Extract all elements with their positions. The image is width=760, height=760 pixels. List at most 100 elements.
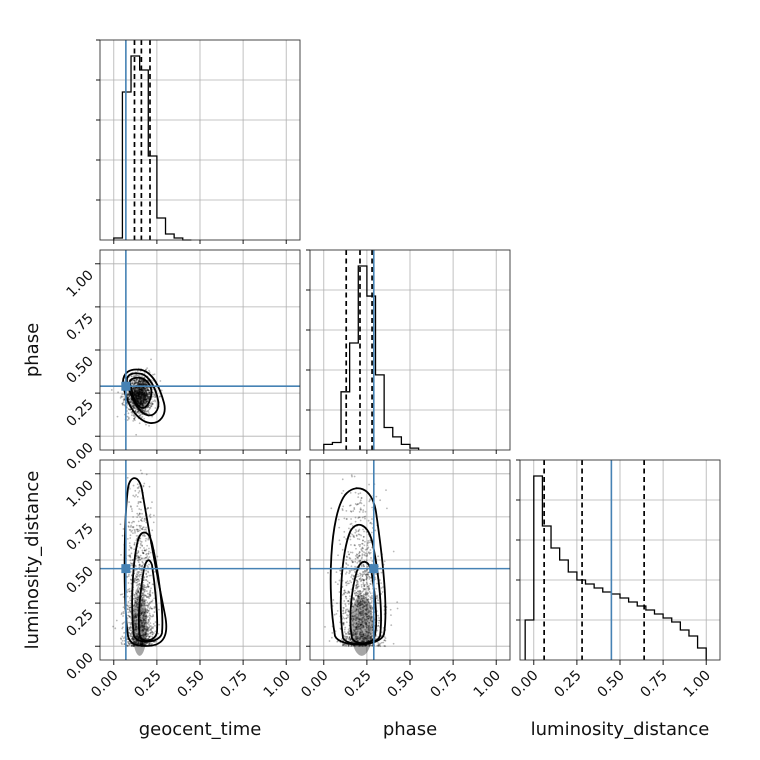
- sample-point: [371, 629, 374, 632]
- sample-point: [141, 628, 144, 631]
- sample-point: [359, 519, 362, 522]
- sample-point: [141, 626, 144, 628]
- sample-point: [130, 530, 133, 533]
- sample-point: [138, 382, 141, 385]
- sample-point: [350, 474, 353, 477]
- sample-point: [133, 405, 136, 407]
- sample-point: [148, 582, 151, 584]
- sample-point: [363, 565, 365, 568]
- sample-point: [146, 596, 148, 598]
- sample-point: [354, 529, 357, 531]
- sample-point: [143, 387, 146, 390]
- sample-point: [135, 397, 138, 399]
- sample-point: [137, 397, 140, 400]
- sample-point: [371, 626, 374, 629]
- y-tick-label: 0.75: [63, 310, 96, 343]
- sample-point: [362, 617, 365, 620]
- sample-point: [141, 611, 144, 614]
- sample-point: [142, 526, 145, 529]
- sample-point: [140, 393, 143, 396]
- sample-point: [137, 381, 140, 384]
- sample-point: [145, 390, 148, 393]
- sample-point: [141, 630, 143, 632]
- sample-point: [147, 592, 149, 595]
- sample-point: [362, 632, 365, 635]
- sample-point: [134, 390, 136, 393]
- sample-point: [362, 539, 364, 542]
- sample-point: [143, 398, 145, 401]
- sample-point: [357, 603, 359, 605]
- sample-point: [127, 614, 130, 617]
- sample-point: [361, 598, 363, 600]
- sample-point: [137, 393, 140, 396]
- sample-point: [143, 410, 146, 413]
- sample-point: [131, 644, 134, 647]
- sample-point: [360, 534, 362, 537]
- sample-point: [135, 393, 138, 396]
- sample-point: [142, 635, 144, 637]
- sample-point: [152, 632, 155, 634]
- x-tick-label: 0.75: [428, 668, 461, 701]
- sample-point: [357, 637, 359, 640]
- sample-point: [135, 378, 138, 381]
- sample-point: [147, 396, 150, 399]
- y-tick-label: 0.50: [63, 564, 96, 597]
- sample-point: [356, 594, 359, 597]
- sample-point: [131, 636, 134, 638]
- sample-point: [347, 644, 350, 647]
- sample-point: [143, 634, 146, 637]
- sample-point: [148, 607, 151, 610]
- sample-point: [145, 625, 148, 628]
- sample-point: [361, 630, 363, 633]
- sample-point: [145, 423, 147, 426]
- sample-point: [366, 624, 369, 627]
- sample-point: [136, 391, 139, 394]
- sample-point: [143, 618, 145, 621]
- sample-point: [367, 598, 370, 601]
- sample-point: [144, 396, 147, 399]
- sample-point: [369, 618, 372, 621]
- sample-point: [369, 551, 372, 554]
- sample-point: [136, 381, 139, 384]
- sample-point: [117, 391, 119, 394]
- sample-point: [139, 403, 142, 406]
- sample-point: [136, 641, 139, 644]
- sample-point: [148, 550, 150, 553]
- sample-point: [358, 611, 361, 614]
- grid-lines: [100, 40, 720, 660]
- sample-point: [123, 398, 125, 400]
- sample-point: [366, 547, 369, 550]
- sample-point: [140, 392, 143, 394]
- sample-point: [143, 586, 146, 589]
- sample-point: [140, 619, 142, 622]
- sample-point: [133, 417, 135, 420]
- sample-point: [154, 394, 157, 396]
- sample-point: [136, 398, 139, 400]
- sample-point: [135, 581, 137, 584]
- sample-point: [130, 635, 133, 638]
- sample-point: [363, 597, 366, 600]
- sample-point: [121, 402, 124, 405]
- sample-point: [138, 524, 141, 527]
- sample-point: [355, 530, 358, 533]
- sample-point: [364, 552, 367, 555]
- sample-point: [141, 403, 144, 405]
- sample-point: [355, 547, 357, 550]
- x-tick-label: 0.00: [508, 668, 541, 701]
- sample-point: [361, 554, 364, 557]
- sample-point: [354, 544, 356, 547]
- sample-point: [134, 623, 137, 626]
- sample-point: [353, 622, 355, 625]
- sample-point: [357, 637, 360, 640]
- sample-point: [140, 613, 143, 616]
- sample-point: [369, 610, 371, 613]
- sample-point: [136, 578, 139, 581]
- sample-point: [133, 406, 135, 409]
- sample-point: [136, 400, 139, 403]
- sample-point: [355, 625, 358, 628]
- sample-point: [143, 633, 145, 636]
- sample-point: [141, 526, 144, 529]
- sample-point: [141, 634, 144, 636]
- sample-point: [342, 621, 345, 624]
- sample-point: [137, 386, 140, 389]
